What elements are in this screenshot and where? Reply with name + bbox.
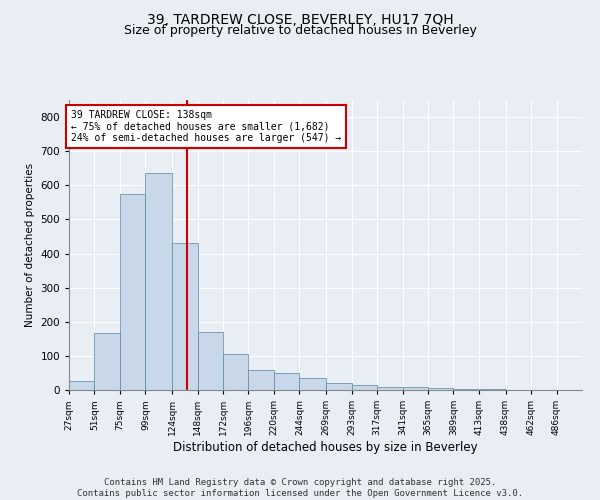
Bar (428, 388, 454, 390)
Bar (120, 194, 145, 390)
Text: Size of property relative to detached houses in Beverley: Size of property relative to detached ho… (124, 24, 476, 37)
Bar (377, 386, 403, 390)
Text: Contains HM Land Registry data © Crown copyright and database right 2025.
Contai: Contains HM Land Registry data © Crown c… (77, 478, 523, 498)
Text: 39, TARDREW CLOSE, BEVERLEY, HU17 7QH: 39, TARDREW CLOSE, BEVERLEY, HU17 7QH (146, 12, 454, 26)
Bar (248, 370, 274, 390)
Bar (454, 389, 479, 390)
X-axis label: Distribution of detached houses by size in Beverley: Distribution of detached houses by size … (173, 441, 478, 454)
Bar (145, 174, 172, 390)
Bar (274, 373, 299, 390)
Bar (403, 388, 428, 390)
Y-axis label: Number of detached properties: Number of detached properties (25, 163, 35, 327)
Bar (94, 332, 120, 390)
Bar (352, 385, 377, 390)
Text: 39 TARDREW CLOSE: 138sqm
← 75% of detached houses are smaller (1,682)
24% of sem: 39 TARDREW CLOSE: 138sqm ← 75% of detach… (71, 110, 341, 144)
Bar (197, 332, 223, 390)
Bar (172, 244, 197, 390)
Bar (326, 383, 352, 390)
Bar (299, 378, 326, 390)
Bar (223, 354, 248, 390)
Bar (69, 382, 94, 390)
